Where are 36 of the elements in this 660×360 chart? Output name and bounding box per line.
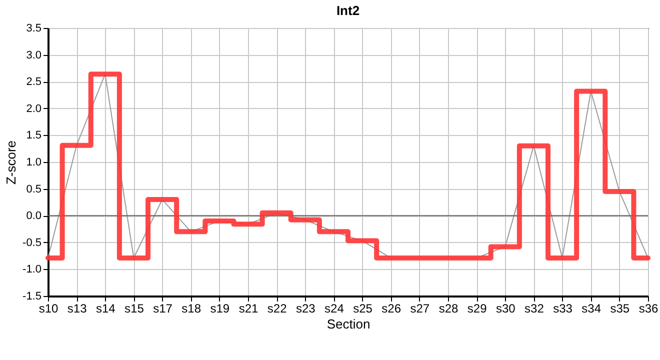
- x-tick-label: s21: [238, 302, 258, 316]
- x-tick-label: s25: [353, 302, 373, 316]
- chart-title: Int2: [336, 3, 360, 18]
- y-tick-label: 3.5: [26, 22, 42, 34]
- x-tick-label: s27: [410, 302, 430, 316]
- y-axis-title: Z-score: [4, 140, 19, 185]
- x-tick-label: s14: [96, 302, 116, 316]
- y-tick-label: 3.0: [26, 49, 42, 62]
- y-tick-label: 2.0: [26, 102, 42, 115]
- y-tick-label: -0.5: [22, 236, 42, 249]
- x-tick-label: s29: [467, 302, 488, 316]
- x-tick-label: s15: [124, 302, 144, 316]
- x-tick-label: s19: [210, 302, 230, 316]
- y-tick-label: -1.0: [22, 264, 42, 276]
- y-tick-label: 2.5: [26, 76, 42, 88]
- x-tick-label: s13: [67, 302, 88, 316]
- y-tick-label: 1.5: [26, 130, 42, 142]
- x-tick-label: s30: [496, 302, 516, 316]
- x-tick-label: s35: [610, 302, 630, 316]
- x-tick-label: s22: [267, 302, 288, 316]
- y-tick-label: 0.5: [26, 183, 42, 196]
- x-tick-label: s26: [382, 302, 402, 316]
- x-tick-label: s28: [438, 302, 458, 316]
- x-tick-label: s17: [153, 302, 173, 316]
- x-tick-label: s18: [182, 302, 202, 316]
- x-tick-label: s36: [638, 302, 658, 316]
- x-tick-label: s34: [582, 302, 602, 316]
- x-tick-label: s33: [553, 302, 573, 316]
- y-tick-label: 1.0: [26, 156, 42, 168]
- x-tick-label: s32: [524, 302, 544, 316]
- x-axis-title: Section: [326, 316, 370, 332]
- x-tick-label: s23: [296, 302, 316, 316]
- y-tick-label: 0.0: [26, 210, 42, 222]
- x-tick-label: s24: [324, 302, 344, 316]
- y-tick-label: -1.5: [22, 290, 42, 302]
- x-tick-label: s10: [38, 302, 58, 316]
